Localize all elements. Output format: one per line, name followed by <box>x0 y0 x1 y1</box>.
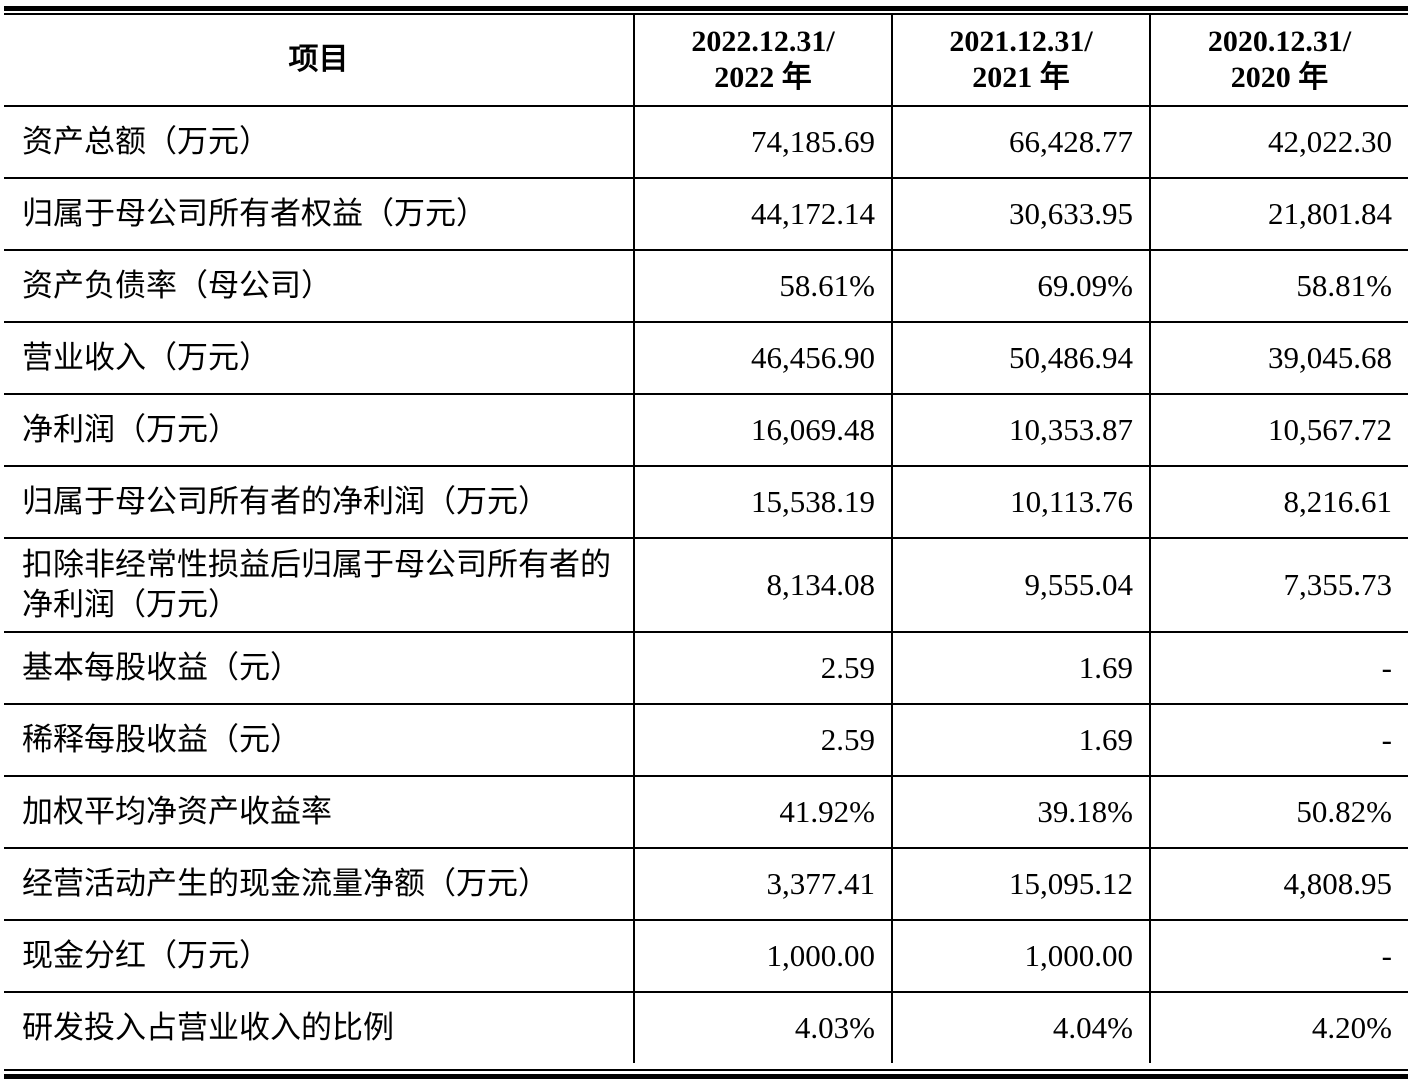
header-row: 项目 2022.12.31/ 2022 年 2021.12.31/ 2021 年… <box>4 15 1408 107</box>
value-2020: - <box>1149 632 1408 705</box>
row-label: 归属于母公司所有者的净利润（万元） <box>4 466 634 539</box>
row-label: 研发投入占营业收入的比例 <box>22 1010 394 1045</box>
value-2021: 30,633.95 <box>891 178 1150 251</box>
row-label: 现金分红（万元） <box>4 920 634 993</box>
value-2021: 1.69 <box>891 632 1150 705</box>
row-label: 加权平均净资产收益率 <box>4 776 634 849</box>
table-row: 归属于母公司所有者权益（万元） 44,172.14 30,633.95 21,8… <box>4 178 1408 251</box>
value-2022: 2.59 <box>633 632 892 705</box>
table-row: 扣除非经常性损益后归属于母公司所有者的净利润（万元） 8,134.08 9,55… <box>4 538 1408 633</box>
row-label: 经营活动产生的现金流量净额（万元） <box>4 848 634 921</box>
bottom-thick-rule <box>4 1074 1408 1079</box>
value-2021: 10,353.87 <box>891 394 1150 467</box>
value-2022: 8,134.08 <box>633 538 892 633</box>
value-2021: 39.18% <box>891 776 1150 849</box>
value-2021: 1,000.00 <box>891 920 1150 993</box>
value-2021: 50,486.94 <box>891 322 1150 395</box>
value-2021: 66,428.77 <box>891 106 1150 179</box>
table-row: 稀释每股收益（元） 2.59 1.69 - <box>4 704 1408 777</box>
table-row: 现金分红（万元） 1,000.00 1,000.00 - <box>4 920 1408 993</box>
value-2020: 39,045.68 <box>1149 322 1408 395</box>
value-2020: 50.82% <box>1149 776 1408 849</box>
value-2021: 4.04% <box>891 992 1150 1063</box>
table-row: 资产负债率（母公司） 58.61% 69.09% 58.81% <box>4 250 1408 323</box>
value-2020: - <box>1149 704 1408 777</box>
value-2021: 10,113.76 <box>891 466 1150 539</box>
table-row: 资产总额（万元） 74,185.69 66,428.77 42,022.30 <box>4 106 1408 179</box>
row-label: 基本每股收益（元） <box>4 632 634 705</box>
header-item: 项目 <box>4 15 634 107</box>
row-label: 扣除非经常性损益后归属于母公司所有者的净利润（万元） <box>4 538 634 633</box>
header-2022: 2022.12.31/ 2022 年 <box>633 15 892 107</box>
row-label: 稀释每股收益（元） <box>4 704 634 777</box>
value-2022: 44,172.14 <box>633 178 892 251</box>
table-row: 经营活动产生的现金流量净额（万元） 3,377.41 15,095.12 4,8… <box>4 848 1408 921</box>
table-row: 归属于母公司所有者的净利润（万元） 15,538.19 10,113.76 8,… <box>4 466 1408 539</box>
value-2020: 7,355.73 <box>1149 538 1408 633</box>
value-2022: 4.03% <box>633 992 892 1063</box>
value-2020: 21,801.84 <box>1149 178 1408 251</box>
value-2022: 16,069.48 <box>633 394 892 467</box>
value-2021: 69.09% <box>891 250 1150 323</box>
header-2021: 2021.12.31/ 2021 年 <box>891 15 1150 107</box>
value-2022: 2.59 <box>633 704 892 777</box>
value-2020: 8,216.61 <box>1149 466 1408 539</box>
value-2020: 4,808.95 <box>1149 848 1408 921</box>
value-2022: 15,538.19 <box>633 466 892 539</box>
value-2020: - <box>1149 920 1408 993</box>
table-row: 加权平均净资产收益率 41.92% 39.18% 50.82% <box>4 776 1408 849</box>
table-row: 研发投入占营业收入的比例 4.03% 4.04% 4.20% <box>4 992 1408 1063</box>
top-thick-rule <box>4 6 1408 11</box>
row-label: 营业收入（万元） <box>4 322 634 395</box>
value-2022: 46,456.90 <box>633 322 892 395</box>
row-label: 净利润（万元） <box>4 394 634 467</box>
financial-summary-table: 项目 2022.12.31/ 2022 年 2021.12.31/ 2021 年… <box>4 15 1408 1063</box>
header-2020: 2020.12.31/ 2020 年 <box>1149 15 1408 107</box>
value-2022: 58.61% <box>633 250 892 323</box>
value-2020: 4.20% <box>1149 992 1408 1063</box>
value-2022: 3,377.41 <box>633 848 892 921</box>
value-2020: 10,567.72 <box>1149 394 1408 467</box>
value-2021: 1.69 <box>891 704 1150 777</box>
value-2020: 58.81% <box>1149 250 1408 323</box>
table-row: 基本每股收益（元） 2.59 1.69 - <box>4 632 1408 705</box>
value-2021: 15,095.12 <box>891 848 1150 921</box>
table-row: 营业收入（万元） 46,456.90 50,486.94 39,045.68 <box>4 322 1408 395</box>
row-label: 资产负债率（母公司） <box>4 250 634 323</box>
top-thin-rule <box>4 13 1408 15</box>
row-label: 资产总额（万元） <box>4 106 634 179</box>
value-2022: 41.92% <box>633 776 892 849</box>
value-2020: 42,022.30 <box>1149 106 1408 179</box>
bottom-thin-rule <box>4 1069 1408 1071</box>
value-2022: 1,000.00 <box>633 920 892 993</box>
row-label: 归属于母公司所有者权益（万元） <box>4 178 634 251</box>
value-2021: 9,555.04 <box>891 538 1150 633</box>
table-row: 净利润（万元） 16,069.48 10,353.87 10,567.72 <box>4 394 1408 467</box>
value-2022: 74,185.69 <box>633 106 892 179</box>
